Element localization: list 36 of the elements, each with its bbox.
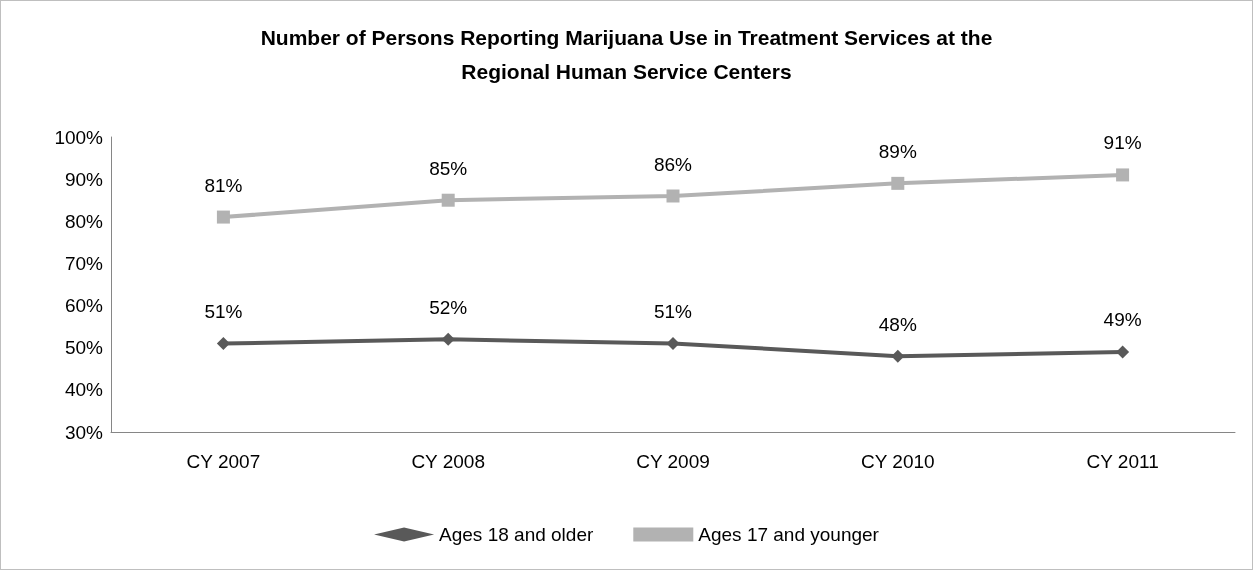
point: [891, 176, 905, 190]
point: [1116, 168, 1130, 182]
x-tick-label: CY 2008: [411, 451, 485, 472]
y-tick-label: 40%: [64, 379, 104, 401]
data-label: 51%: [204, 301, 243, 322]
point: [891, 349, 905, 363]
legend-label: Ages 18 and older: [439, 524, 594, 545]
data-label: 85%: [429, 157, 468, 179]
y-tick-label: 50%: [64, 337, 104, 359]
point: [441, 332, 455, 346]
data-label: 89%: [878, 140, 917, 162]
point: [216, 337, 230, 350]
x-tick-label: CY 2007: [186, 451, 261, 472]
x-tick-label: CY 2010: [861, 451, 935, 472]
data-label: 86%: [653, 153, 693, 175]
x-tick-label: CY 2011: [1086, 451, 1159, 472]
point: [1116, 345, 1130, 359]
point: [666, 337, 680, 350]
y-tick-label: 70%: [64, 252, 104, 274]
y-tick-label: 30%: [64, 421, 104, 443]
x-tick-label: CY 2009: [636, 451, 710, 472]
point: [441, 193, 455, 207]
data-label: 48%: [878, 313, 917, 335]
point: [216, 210, 230, 224]
y-tick-label: 60%: [64, 295, 104, 317]
data-label: 49%: [1103, 309, 1142, 331]
data-label: 91%: [1103, 132, 1142, 154]
legend-label: Ages 17 and younger: [698, 524, 880, 545]
data-label: 52%: [429, 296, 468, 318]
y-tick-label: 90%: [64, 168, 104, 190]
y-tick-label: 100%: [54, 126, 104, 148]
point: [666, 189, 680, 203]
data-label: 51%: [653, 301, 693, 322]
y-tick-label: 80%: [64, 210, 104, 232]
chart-title: Number of Persons Reporting Marijuana Use in Treatment Services at the Regional Human Service Centers: [260, 25, 993, 83]
data-label: 81%: [204, 174, 243, 196]
